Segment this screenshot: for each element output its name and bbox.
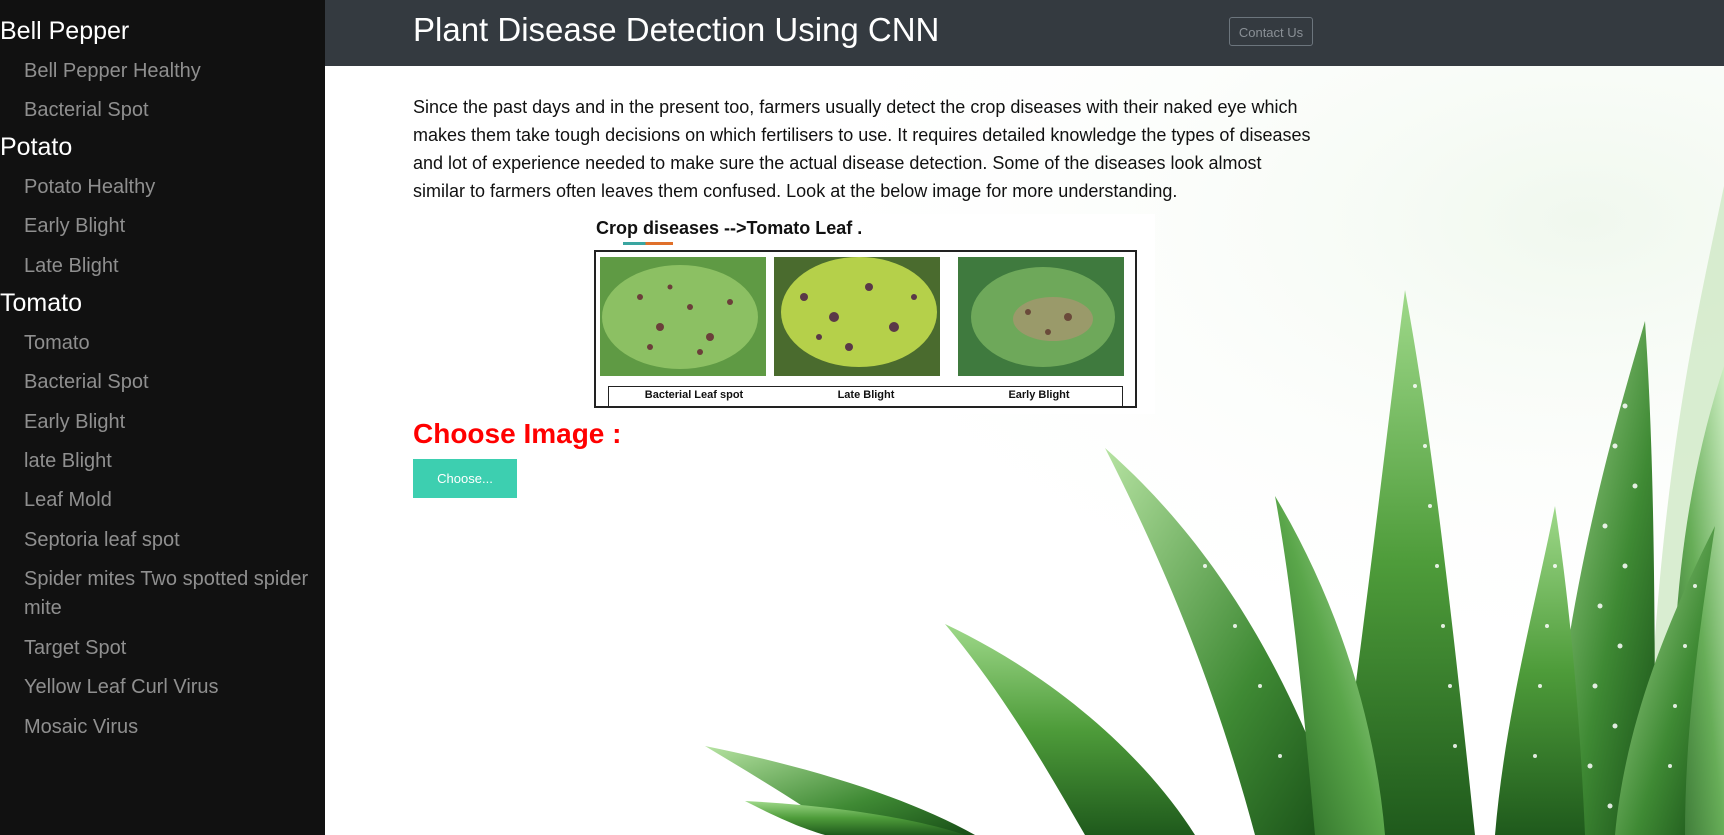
- top-navbar: Plant Disease Detection Using CNN Contac…: [325, 0, 1724, 66]
- choose-image-heading: Choose Image :: [413, 418, 622, 449]
- sidebar-item-tomato-bacterial-spot[interactable]: Bacterial Spot: [24, 371, 149, 393]
- figure-frame: Bacterial Leaf spot Late Blight Early Bl…: [594, 250, 1137, 408]
- sidebar-item-tomato-yellow-leaf-curl-virus[interactable]: Yellow Leaf Curl Virus: [24, 676, 219, 698]
- sidebar-item-potato-early-blight[interactable]: Early Blight: [24, 215, 126, 237]
- caption-bacterial-leaf-spot: Bacterial Leaf spot: [644, 389, 744, 401]
- sidebar-item-tomato-leaf-mold[interactable]: Leaf Mold: [24, 489, 112, 511]
- caption-early-blight: Early Blight: [1008, 389, 1070, 401]
- leaf-photo-early-blight: [958, 257, 1124, 376]
- sidebar-group-bell-pepper: Bell Pepper: [0, 17, 130, 45]
- sidebar: Bell Pepper Bell Pepper Healthy Bacteria…: [0, 0, 325, 835]
- figure-captions: Bacterial Leaf spot Late Blight Early Bl…: [608, 386, 1123, 407]
- sidebar-item-potato-healthy[interactable]: Potato Healthy: [24, 176, 156, 198]
- sidebar-item-tomato-septoria-leaf-spot[interactable]: Septoria leaf spot: [24, 529, 180, 551]
- main-content: Plant Disease Detection Using CNN Contac…: [325, 0, 1724, 835]
- sidebar-group-tomato: Tomato: [0, 289, 82, 317]
- intro-paragraph: Since the past days and in the present t…: [413, 97, 1311, 201]
- sidebar-item-bell-pepper-bacterial-spot[interactable]: Bacterial Spot: [24, 99, 149, 121]
- sidebar-item-tomato-target-spot[interactable]: Target Spot: [24, 637, 127, 659]
- figure-title: Crop diseases -->Tomato Leaf .: [596, 218, 863, 238]
- figure-title-underline: [623, 242, 673, 245]
- page-title: Plant Disease Detection Using CNN: [413, 11, 940, 48]
- crop-disease-figure: Crop diseases -->Tomato Leaf . Bacterial…: [587, 214, 1155, 414]
- aloe-background-image: [325, 66, 1724, 835]
- caption-late-blight: Late Blight: [837, 389, 895, 401]
- sidebar-item-tomato[interactable]: Tomato: [24, 332, 90, 354]
- sidebar-item-tomato-late-blight[interactable]: late Blight: [24, 450, 112, 472]
- sidebar-item-potato-late-blight[interactable]: Late Blight: [24, 255, 119, 277]
- sidebar-item-tomato-mosaic-virus[interactable]: Mosaic Virus: [24, 716, 139, 738]
- sidebar-item-bell-pepper-healthy[interactable]: Bell Pepper Healthy: [24, 60, 201, 82]
- sidebar-group-potato: Potato: [0, 133, 73, 161]
- contact-us-button[interactable]: Contact Us: [1229, 17, 1313, 46]
- leaf-photo-late-blight: [774, 257, 940, 376]
- choose-file-button[interactable]: Choose...: [413, 459, 517, 498]
- sidebar-item-tomato-early-blight[interactable]: Early Blight: [24, 411, 126, 433]
- leaf-photo-bacterial-leaf-spot: [600, 257, 766, 376]
- sidebar-item-tomato-spider-mites[interactable]: Spider mites Two spotted spider mite: [24, 568, 309, 619]
